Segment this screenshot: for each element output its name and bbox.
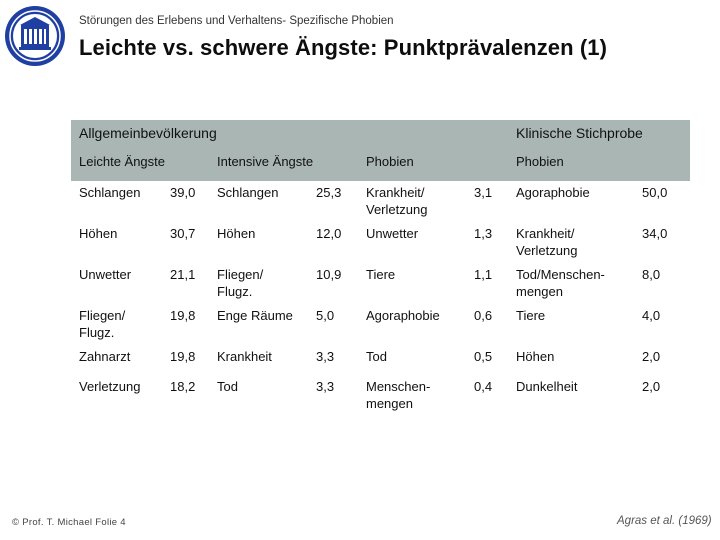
table-cell-value: 2,0: [642, 379, 661, 394]
column-header-phobias-general: Phobien: [366, 154, 414, 169]
footer-copyright: © Prof. T. Michael Folie 4: [12, 517, 126, 528]
table-cell-label: Verletzung: [79, 379, 141, 394]
table-cell-value: 12,0: [316, 226, 342, 241]
table-cell-value: 8,0: [642, 267, 661, 282]
table-cell-label: Höhen: [79, 226, 118, 241]
table-cell-label: Krankheit: [217, 349, 272, 364]
table-cell-label: Fliegen/ Flugz.: [79, 308, 126, 340]
citation-authors: Agras et al.: [617, 515, 679, 527]
table-cell-value: 4,0: [642, 308, 661, 323]
table-cell-value: 3,3: [316, 349, 335, 364]
table-cell-value: 18,2: [170, 379, 196, 394]
table-cell-value: 0,5: [474, 349, 493, 364]
table-cell-value: 39,0: [170, 185, 196, 200]
table-cell-value: 50,0: [642, 185, 668, 200]
table-cell-value: 19,8: [170, 349, 196, 364]
table-cell-value: 34,0: [642, 226, 668, 241]
table-cell-label: Enge Räume: [217, 308, 293, 323]
table-cell-label: Tod/Menschen- mengen: [516, 267, 605, 299]
table-cell-label: Unwetter: [366, 226, 419, 241]
table-cell-label: Fliegen/ Flugz.: [217, 267, 264, 299]
column-header-mild-fears: Leichte Ängste: [79, 154, 166, 169]
group-header-general-population: Allgemeinbevölkerung: [79, 125, 217, 141]
table-cell-value: 1,1: [474, 267, 493, 282]
table-cell-value: 25,3: [316, 185, 342, 200]
table-cell-label: Schlangen: [79, 185, 141, 200]
table-cell-label: Zahnarzt: [79, 349, 131, 364]
footer-citation: Agras et al. (1969): [617, 515, 712, 527]
table-cell-value: 10,9: [316, 267, 342, 282]
table-cell-label: Tiere: [516, 308, 546, 323]
column-header-intense-fears: Intensive Ängste: [217, 154, 314, 169]
table-cell-value: 0,4: [474, 379, 493, 394]
table-cell-label: Agoraphobie: [366, 308, 440, 323]
table-cell-label: Schlangen: [217, 185, 279, 200]
table-cell-value: 30,7: [170, 226, 196, 241]
table-cell-value: 2,0: [642, 349, 661, 364]
table-cell-label: Agoraphobie: [516, 185, 590, 200]
table-header-band: [71, 120, 690, 181]
table-cell-label: Krankheit/ Verletzung: [516, 226, 578, 258]
table-cell-label: Unwetter: [79, 267, 132, 282]
table-cell-value: 21,1: [170, 267, 196, 282]
table-cell-value: 19,8: [170, 308, 196, 323]
table-cell-label: Tiere: [366, 267, 396, 282]
university-seal-logo: [4, 5, 66, 67]
table-cell-value: 3,1: [474, 185, 493, 200]
slide-subtitle: Störungen des Erlebens und Verhaltens- S…: [79, 15, 394, 27]
citation-year: (1969): [678, 515, 712, 527]
table-cell-value: 3,3: [316, 379, 335, 394]
table-cell-label: Tod: [366, 349, 387, 364]
table-cell-label: Höhen: [217, 226, 256, 241]
slide-title: Leichte vs. schwere Ängste: Punktprävale…: [79, 35, 608, 60]
table-cell-label: Menschen- mengen: [366, 379, 431, 411]
column-header-phobias-clinical: Phobien: [516, 154, 564, 169]
table-cell-value: 5,0: [316, 308, 335, 323]
table-cell-value: 1,3: [474, 226, 493, 241]
table-cell-label: Krankheit/ Verletzung: [366, 185, 428, 217]
table-cell-label: Höhen: [516, 349, 555, 364]
table-cell-label: Dunkelheit: [516, 379, 578, 394]
table-cell-value: 0,6: [474, 308, 493, 323]
group-header-clinical-sample: Klinische Stichprobe: [516, 125, 643, 141]
table-cell-label: Tod: [217, 379, 238, 394]
